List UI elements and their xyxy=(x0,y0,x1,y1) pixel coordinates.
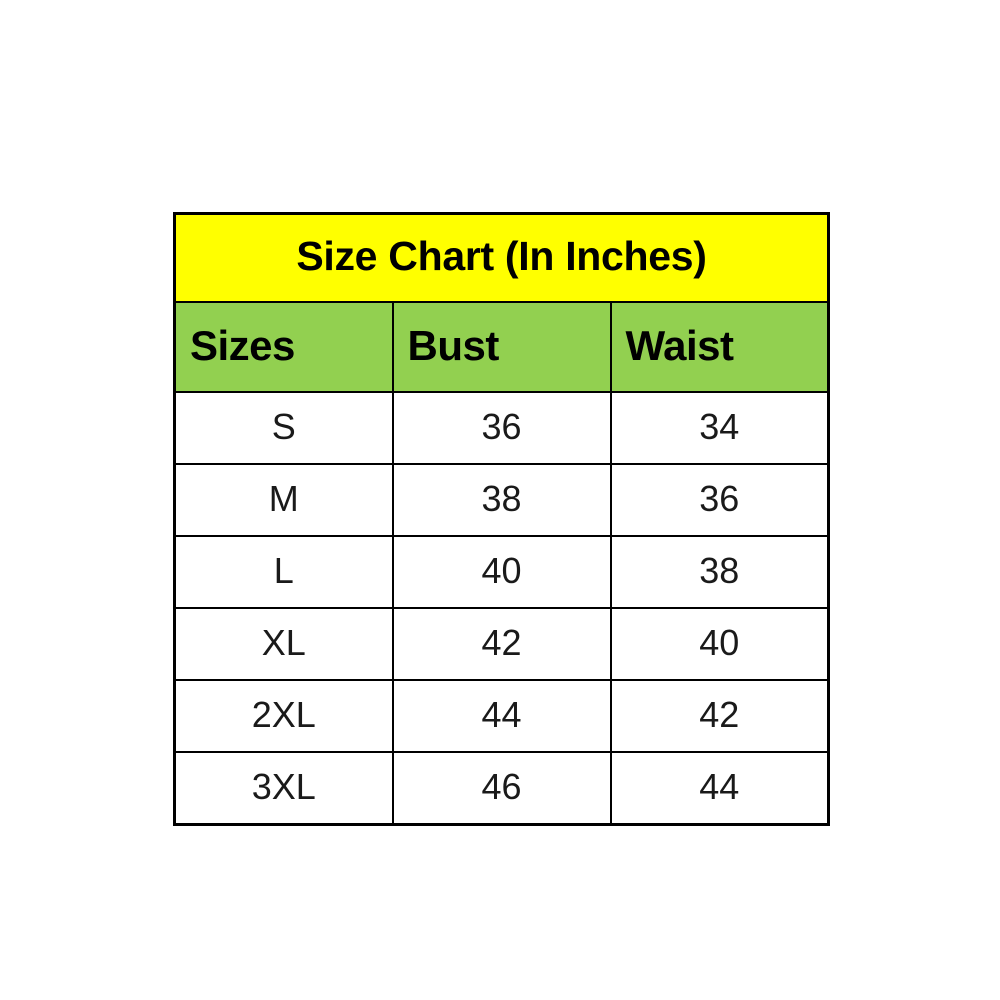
column-header-waist: Waist xyxy=(609,301,830,393)
table-row: XL 42 40 xyxy=(173,607,830,681)
table-row: S 36 34 xyxy=(173,391,830,465)
cell-bust: 40 xyxy=(391,535,612,609)
cell-bust: 44 xyxy=(391,679,612,753)
cell-size: M xyxy=(173,463,394,537)
cell-waist: 42 xyxy=(609,679,830,753)
table-row: 2XL 44 42 xyxy=(173,679,830,753)
table-row: 3XL 46 44 xyxy=(173,751,830,826)
cell-size: 3XL xyxy=(173,751,394,826)
cell-waist: 36 xyxy=(609,463,830,537)
cell-size: XL xyxy=(173,607,394,681)
column-header-row: Sizes Bust Waist xyxy=(173,301,830,393)
column-header-bust: Bust xyxy=(391,301,612,393)
cell-waist: 44 xyxy=(609,751,830,826)
cell-bust: 36 xyxy=(391,391,612,465)
cell-size: L xyxy=(173,535,394,609)
cell-size: S xyxy=(173,391,394,465)
table-row: L 40 38 xyxy=(173,535,830,609)
column-header-sizes: Sizes xyxy=(173,301,394,393)
cell-waist: 40 xyxy=(609,607,830,681)
cell-size: 2XL xyxy=(173,679,394,753)
cell-bust: 46 xyxy=(391,751,612,826)
cell-bust: 38 xyxy=(391,463,612,537)
cell-waist: 34 xyxy=(609,391,830,465)
size-chart-table: Size Chart (In Inches) Sizes Bust Waist … xyxy=(173,212,831,826)
chart-title: Size Chart (In Inches) xyxy=(173,212,830,303)
cell-bust: 42 xyxy=(391,607,612,681)
chart-title-row: Size Chart (In Inches) xyxy=(173,212,830,303)
cell-waist: 38 xyxy=(609,535,830,609)
table-row: M 38 36 xyxy=(173,463,830,537)
